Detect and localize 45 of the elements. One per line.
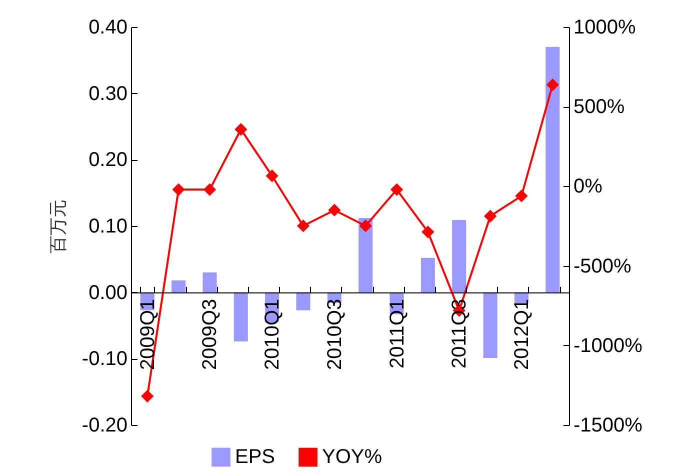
point: [234, 123, 248, 136]
y2-tick-label: 0%: [574, 176, 603, 198]
point: [328, 204, 341, 216]
point: [515, 190, 528, 202]
point: [390, 183, 404, 196]
x-tick-label: 2010Q1: [262, 298, 284, 370]
bar: [234, 292, 248, 342]
bar: [420, 258, 435, 292]
y-tick-label: 0.10: [88, 216, 128, 238]
x-tick-label: 2012Q1: [510, 298, 533, 370]
y-tick-label: -0.20: [82, 414, 128, 436]
y2-tick-label: -1000%: [574, 334, 643, 357]
y2-tick-label: -1500%: [574, 414, 643, 436]
point: [296, 220, 310, 232]
bar: [202, 272, 217, 292]
bar: [172, 280, 186, 292]
x-tick-label: 2011Q1: [386, 298, 408, 369]
bar: [296, 292, 310, 310]
y2-tick-label: 1000%: [574, 16, 636, 38]
point: [172, 183, 185, 196]
y-tick-label: 0.40: [88, 16, 128, 38]
y-axis-title: 百万元: [48, 200, 69, 254]
point: [546, 78, 559, 92]
point: [422, 226, 434, 238]
point: [141, 390, 154, 403]
bar: [546, 46, 560, 292]
point: [359, 220, 372, 232]
y-tick-label: 0.00: [88, 282, 128, 304]
x-tick-label: 2011Q3: [448, 298, 471, 369]
legend-label: EPS: [235, 446, 276, 468]
y2-tick-label: 500%: [574, 96, 625, 118]
x-tick-label: 2009Q3: [199, 298, 222, 370]
bar: [452, 220, 466, 292]
y-tick-label: 0.30: [88, 82, 128, 105]
legend-label: YOY%: [322, 446, 382, 468]
y2-tick-label: -500%: [574, 255, 632, 278]
y-tick-label: -0.10: [82, 348, 128, 370]
y-tick-label: 0.20: [88, 149, 128, 172]
bar: [483, 292, 498, 358]
bar: [358, 218, 373, 292]
point: [484, 210, 497, 222]
point: [203, 183, 216, 196]
x-tick-label: 2010Q3: [324, 298, 346, 370]
x-tick-label: 2009Q1: [136, 298, 159, 370]
point: [266, 170, 278, 182]
